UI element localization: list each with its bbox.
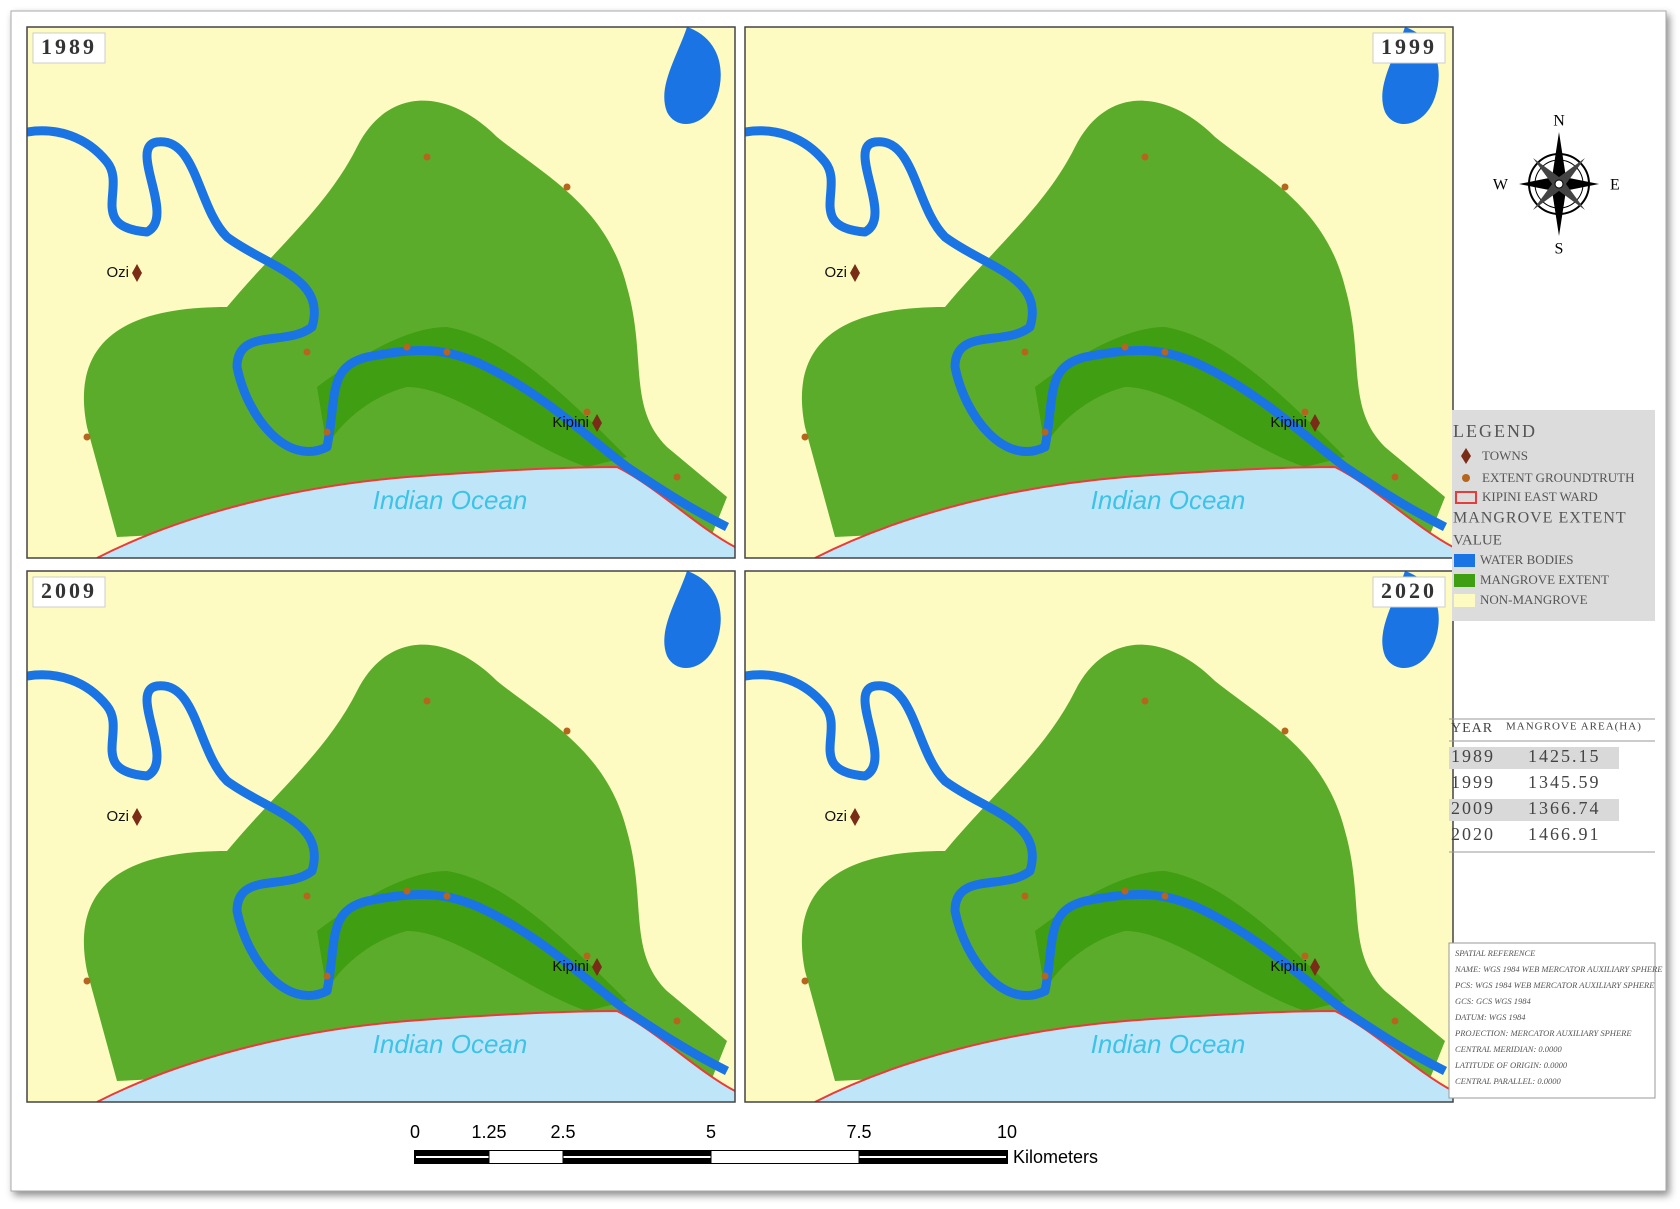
compass-n: N [1553,113,1565,130]
table-cell: 2009 [1451,798,1495,818]
town-label: Kipini [1270,414,1307,431]
table-cell: 1989 [1451,746,1495,766]
scale-segment [415,1151,489,1156]
legend-heading: MANGROVE EXTENT [1453,510,1627,527]
legend-groundtruth: EXTENT GROUNDTRUTH [1482,470,1635,485]
table-cell: 1466.91 [1528,824,1601,844]
table-cell: 1425.15 [1528,746,1601,766]
spatial-ref-line: CENTRAL MERIDIAN: 0.0000 [1455,1044,1563,1054]
panel-border [744,26,1454,559]
town-marker [592,958,602,976]
spatial-ref-line: PROJECTION: MERCATOR AUXILIARY SPHERE [1454,1028,1632,1038]
town-marker [850,264,860,282]
table-cell: 1366.74 [1528,798,1601,818]
ocean-label: Indian Ocean [1091,1029,1246,1059]
year-label: 1989 [41,34,97,59]
map-panel: 2020 Ozi Kipini Indian Ocean [745,571,1453,1102]
map-layer [27,27,735,558]
town-marker [1310,958,1320,976]
compass-e: E [1610,177,1620,194]
scale-label: 1.25 [471,1122,506,1142]
scale-segment [859,1158,1007,1163]
scale-segment [489,1151,563,1156]
year-label: 1999 [1381,34,1437,59]
scale-segment [563,1158,711,1163]
spatial-ref-line: NAME: WGS 1984 WEB MERCATOR AUXILIARY SP… [1454,964,1663,974]
spatial-ref-line: CENTRAL PARALLEL: 0.0000 [1455,1076,1561,1086]
scale-label: 2.5 [550,1122,575,1142]
scale-segment [415,1158,489,1163]
legend-ward: KIPINI EAST WARD [1482,489,1598,504]
scale-bar: 0 1.25 2.5 5 7.5 10 Kilometers [410,1122,1098,1167]
scale-label: 7.5 [846,1122,871,1142]
town-label: Ozi [107,264,130,281]
year-box [32,576,106,608]
panel-border [26,570,736,1103]
ocean-label: Indian Ocean [373,485,528,515]
map-layer [27,571,735,1102]
compass-s: S [1555,241,1564,258]
map-panel: 1999 Ozi Kipini Indian Ocean [745,27,1453,558]
year-box [1372,576,1446,608]
town-label: Ozi [107,808,130,825]
table-cell: 2020 [1451,824,1495,844]
town-marker [132,264,142,282]
spatial-ref-line: SPATIAL REFERENCE [1455,948,1536,958]
table-header: MANGROVE AREA(HA) [1506,721,1642,733]
legend-water: WATER BODIES [1480,552,1574,567]
compass: N E S W [1493,113,1620,258]
scale-segment [859,1151,1007,1156]
town-label: Ozi [825,808,848,825]
town-marker [1310,414,1320,432]
spatial-ref-line: PCS: WGS 1984 WEB MERCATOR AUXILIARY SPH… [1454,980,1655,990]
town-marker [592,414,602,432]
spatial-ref-line: GCS: GCS WGS 1984 [1455,996,1532,1006]
scale-label: 5 [706,1122,716,1142]
map-panel: 2009 Ozi Kipini Indian Ocean [27,571,735,1102]
town-marker [850,808,860,826]
legend-non-mangrove: NON-MANGROVE [1480,592,1588,607]
year-box [32,32,106,64]
year-label: 2020 [1381,578,1437,603]
scale-unit: Kilometers [1013,1147,1098,1167]
scale-label: 0 [410,1122,420,1142]
table-cell: 1999 [1451,772,1495,792]
area-table: YEAR MANGROVE AREA(HA) 1989 1425.15 1999 1345… [1449,718,1655,853]
scale-segment [711,1158,859,1163]
compass-w: W [1493,177,1509,194]
map-layer [745,571,1453,1102]
ocean-label: Indian Ocean [373,1029,528,1059]
year-label: 2009 [41,578,97,603]
scale-segment [711,1151,859,1156]
scale-label: 10 [997,1122,1017,1142]
spatial-ref-line: DATUM: WGS 1984 [1454,1012,1526,1022]
legend-towns: TOWNS [1482,448,1528,463]
legend: LEGEND TOWNS EXTENT GROUNDTRUTH KIPINI E… [1452,410,1655,621]
town-label: Ozi [825,264,848,281]
legend-title: LEGEND [1453,421,1537,441]
year-box [1372,32,1446,64]
scale-segment [563,1151,711,1156]
panel-border [26,26,736,559]
panel-border [744,570,1454,1103]
spatial-reference: SPATIAL REFERENCE NAME: WGS 1984 WEB MERC… [1448,942,1663,1099]
scale-segment [489,1158,563,1163]
table-cell: 1345.59 [1528,772,1601,792]
town-label: Kipini [1270,958,1307,975]
town-label: Kipini [552,958,589,975]
legend-mangrove: MANGROVE EXTENT [1480,572,1609,587]
table-header: YEAR [1451,721,1493,736]
map-panels: 1989 Ozi Kipini Indian Ocean 1999 Ozi Kipini In… [27,27,1453,1102]
map-panel: 1989 Ozi Kipini Indian Ocean [27,27,735,558]
town-marker [132,808,142,826]
legend-value: VALUE [1453,532,1502,548]
ocean-label: Indian Ocean [1091,485,1246,515]
map-layer [745,27,1453,558]
row-shade [1449,799,1619,821]
town-label: Kipini [552,414,589,431]
row-shade [1449,747,1619,769]
spatial-ref-line: LATITUDE OF ORIGIN: 0.0000 [1454,1060,1568,1070]
